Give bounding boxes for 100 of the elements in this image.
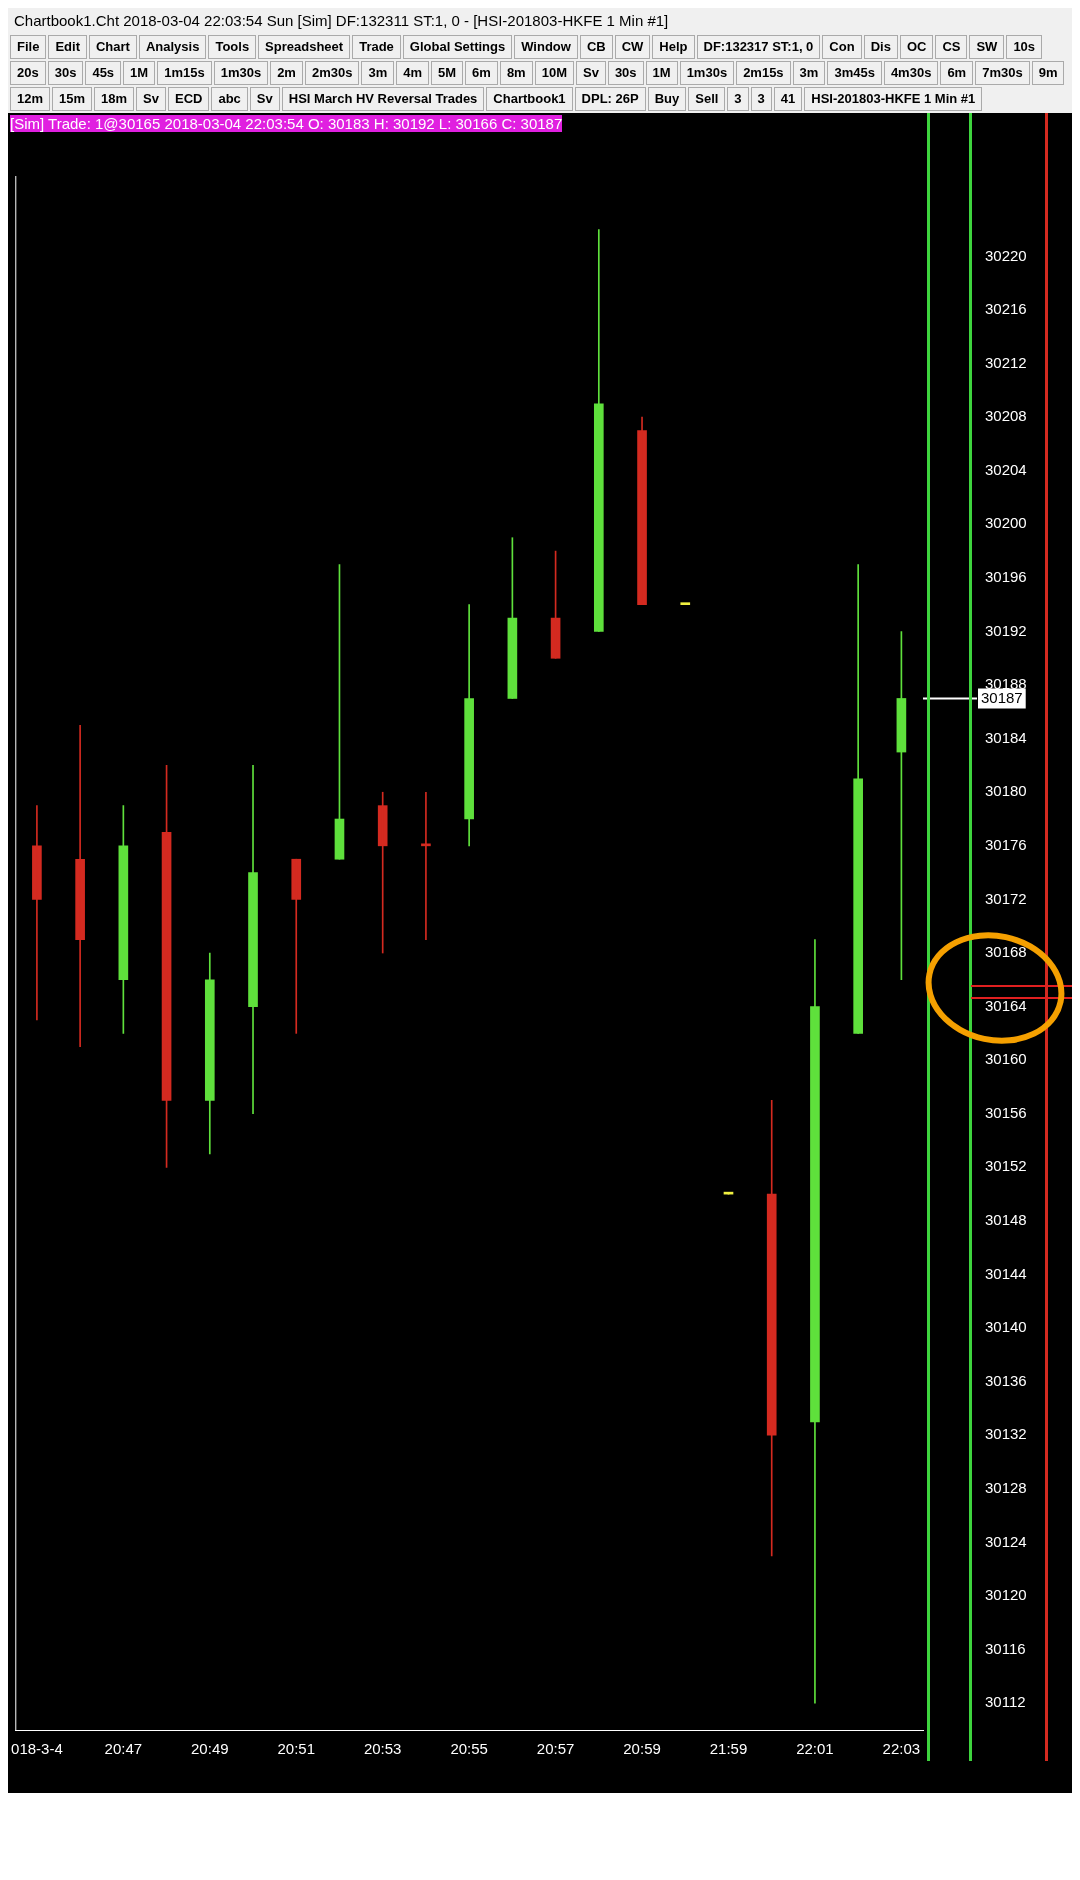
y-tick-label: 30140	[985, 1318, 1027, 1336]
text: HSI-201803-HKFE 1 Min #1	[804, 87, 983, 111]
y-tick-label: 30144	[985, 1264, 1027, 1282]
x-tick-label: 20:51	[277, 1740, 316, 1758]
text: Spreadsheet	[258, 35, 351, 59]
text: 3m45s	[827, 61, 882, 85]
text: 6m	[465, 61, 498, 85]
y-tick-label: 30204	[985, 460, 1027, 478]
text: 41	[773, 87, 803, 111]
chart-subtitle: [Sim] Trade: 1@30165 2018-03-04 22:03:54 O: 30183 H: 30192 L: 30166 C: 30187	[10, 115, 563, 132]
y-tick-label: 30192	[985, 621, 1027, 639]
text: Chart	[88, 35, 137, 59]
y-tick-label: 30208	[985, 407, 1027, 425]
y-tick-label: 30120	[985, 1586, 1027, 1604]
y-tick-label: 30148	[985, 1211, 1027, 1229]
x-tick-label: 20:57	[536, 1740, 575, 1758]
text: SW	[969, 35, 1005, 59]
text: Sell	[688, 87, 726, 111]
text: 1M	[123, 61, 156, 85]
x-tick-label: 22:01	[796, 1740, 834, 1758]
y-tick-label: 30124	[985, 1532, 1027, 1550]
text: OC	[899, 35, 934, 59]
text: Chartbook1	[486, 87, 573, 111]
text: HSI March HV Reversal Trades	[281, 87, 485, 111]
text: CB	[579, 35, 613, 59]
text: 15m	[52, 87, 93, 111]
y-tick-label: 30220	[985, 246, 1027, 264]
text: 10M	[534, 61, 574, 85]
x-tick-label: 20:47	[104, 1740, 143, 1758]
text: 3m	[361, 61, 395, 85]
text: 3m	[792, 61, 826, 85]
y-tick-label: 30212	[985, 353, 1027, 371]
text: DF:132317 ST:1, 0	[696, 35, 821, 59]
text: 8m	[499, 61, 533, 85]
x-tick-label: 20:55	[450, 1740, 488, 1758]
candlestick	[421, 791, 431, 940]
y-tick-label: 30176	[985, 835, 1027, 853]
text: 6m	[940, 61, 974, 85]
x-tick-label: 20:53	[363, 1740, 402, 1758]
ref-line-label: 30187	[981, 688, 1023, 706]
text: Window	[514, 35, 578, 59]
text: abc	[211, 87, 248, 111]
text: 3	[727, 87, 749, 111]
text: 4m	[396, 61, 430, 85]
text: 1m30s	[213, 61, 269, 85]
chart-title: Chartbook1.Cht 2018-03-04 22:03:54 Sun [Sim] DF:132311 ST:1, 0 - [HSI-201803-HKFE 1 Min #1]	[13, 11, 670, 31]
text: 3	[750, 87, 772, 111]
y-tick-label: 30164	[985, 996, 1027, 1014]
text: Analysis	[138, 35, 207, 59]
y-tick-label: 30168	[985, 943, 1027, 961]
text: Sv	[575, 61, 606, 85]
y-tick-label: 30132	[985, 1425, 1027, 1443]
text: 18m	[94, 87, 135, 111]
y-tick-label: 30156	[985, 1103, 1027, 1121]
y-tick-label: 30196	[985, 568, 1027, 586]
text: 1m15s	[157, 61, 212, 85]
y-tick-label: 30160	[985, 1050, 1027, 1068]
y-tick-label: 30136	[985, 1371, 1027, 1389]
x-tick-label: 21:59	[709, 1740, 748, 1758]
text: 30s	[607, 61, 644, 85]
y-tick-label: 30152	[985, 1157, 1027, 1175]
text: 20s	[10, 61, 46, 85]
text: Help	[652, 35, 695, 59]
x-tick-label: 20:49	[191, 1740, 229, 1758]
candlestick	[680, 602, 691, 606]
y-tick-label: 30172	[985, 889, 1027, 907]
y-tick-label: 30216	[985, 300, 1027, 318]
text: 4m30s	[883, 61, 939, 85]
text: Con	[822, 35, 862, 59]
text: CW	[614, 35, 651, 59]
text: 9m	[1031, 61, 1065, 85]
text: CS	[935, 35, 968, 59]
y-tick-label: 30128	[985, 1479, 1027, 1496]
text: File	[10, 35, 47, 59]
text: Edit	[48, 35, 87, 59]
y-tick-label: 30184	[985, 728, 1027, 746]
text: 2m30s	[304, 61, 360, 85]
text: Global Settings	[402, 35, 513, 59]
text: 2m15s	[736, 61, 791, 85]
text: 30s	[47, 61, 84, 85]
x-tick-label: 22:03	[882, 1740, 921, 1758]
text: Sv	[249, 87, 280, 111]
text: DPL: 26P	[574, 87, 646, 111]
y-tick-label: 30200	[985, 514, 1027, 532]
y-tick-label: 30116	[985, 1639, 1026, 1657]
text: 7m30s	[975, 61, 1030, 85]
text: Sv	[136, 87, 166, 111]
text: 5M	[431, 61, 464, 85]
text: 10s	[1006, 35, 1043, 59]
text: 2m	[270, 61, 303, 85]
text: Trade	[352, 35, 401, 59]
x-tick-label: 20:59	[623, 1740, 661, 1758]
x-tick-label: 018-3-4	[11, 1740, 63, 1758]
text: ECD	[168, 87, 210, 111]
text: Tools	[208, 35, 257, 59]
text: 1m30s	[679, 61, 735, 85]
y-tick-label: 30112	[985, 1693, 1026, 1711]
text: Buy	[647, 87, 687, 111]
text: 45s	[85, 61, 122, 85]
text: 12m	[10, 87, 51, 111]
